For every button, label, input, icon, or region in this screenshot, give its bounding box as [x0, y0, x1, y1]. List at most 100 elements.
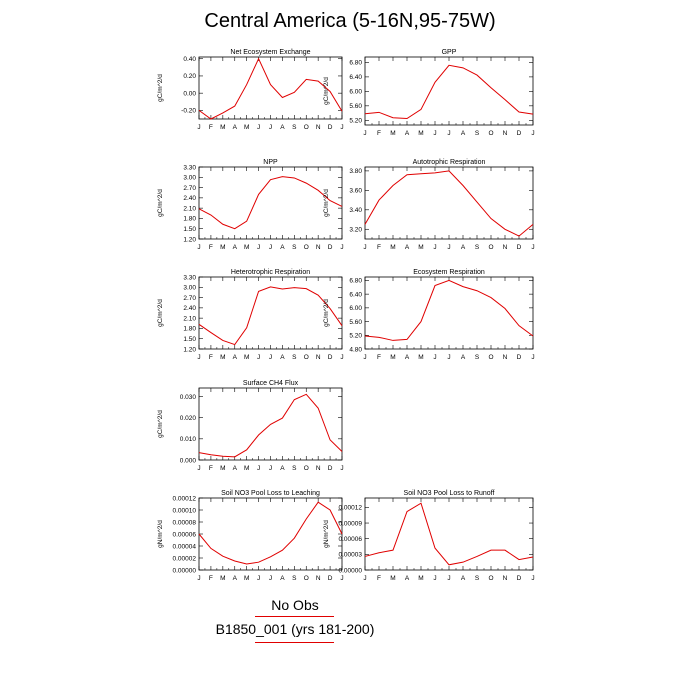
y-axis-label: gC/m^2/d: [157, 189, 164, 217]
x-tick-label: N: [503, 575, 508, 582]
x-tick-label: J: [531, 130, 534, 137]
chart-title: Soil NO3 Pool Loss to Leaching: [221, 490, 320, 497]
y-tick-label: 3.00: [183, 175, 196, 182]
y-tick-label: 3.80: [349, 168, 362, 175]
legend-no-obs-label: No Obs: [271, 597, 319, 613]
x-tick-label: J: [197, 465, 200, 472]
series-line: [198, 176, 343, 230]
y-tick-label: 6.40: [349, 74, 362, 81]
x-tick-label: S: [292, 124, 297, 131]
x-tick-label: S: [475, 130, 480, 137]
y-tick-label: 6.00: [349, 305, 362, 312]
x-tick-label: F: [209, 575, 213, 582]
x-tick-label: A: [233, 575, 238, 582]
plot-frame: [198, 166, 343, 240]
x-tick-label: J: [197, 354, 200, 361]
y-tick-label: -0.20: [181, 108, 196, 115]
series-line: [198, 286, 343, 346]
y-axis-label: gC/m^2/d: [157, 299, 164, 327]
chart-panel-4: Autotrophic Respiration gC/m^2/d J F M A M J J A S…: [323, 159, 535, 251]
page-title: Central America (5-16N,95-75W): [204, 10, 496, 32]
x-tick-label: A: [461, 354, 466, 361]
x-tick-label: O: [304, 575, 309, 582]
y-tick-label: 0.00010: [173, 507, 197, 514]
x-tick-label: J: [447, 354, 450, 361]
x-tick-label: A: [461, 575, 466, 582]
x-tick-label: A: [461, 244, 466, 251]
x-tick-label: S: [292, 575, 297, 582]
x-tick-label: D: [517, 354, 522, 361]
y-tick-label: 3.30: [183, 274, 196, 281]
plot-frame: [198, 56, 343, 120]
x-tick-label: S: [475, 354, 480, 361]
y-tick-label: 0.00012: [339, 505, 363, 512]
x-tick-label: M: [244, 575, 249, 582]
x-tick-label: J: [257, 124, 260, 131]
chart-title: Ecosystem Respiration: [413, 269, 485, 276]
y-tick-label: 1.80: [183, 216, 196, 223]
x-tick-label: J: [269, 575, 272, 582]
y-tick-label: 5.60: [349, 103, 362, 110]
x-tick-label: J: [433, 130, 436, 137]
y-tick-label: 2.10: [183, 315, 196, 322]
x-tick-label: J: [340, 465, 343, 472]
chart-title: Autotrophic Respiration: [413, 159, 486, 166]
x-tick-label: A: [461, 130, 466, 137]
x-tick-label: M: [244, 465, 249, 472]
x-tick-label: S: [475, 575, 480, 582]
y-tick-label: 4.80: [349, 346, 362, 353]
series-line: [198, 57, 343, 120]
x-tick-label: N: [316, 575, 321, 582]
x-tick-label: N: [503, 244, 508, 251]
x-tick-label: J: [269, 354, 272, 361]
x-tick-label: F: [377, 354, 381, 361]
x-tick-label: J: [257, 244, 260, 251]
x-tick-label: A: [280, 354, 285, 361]
x-tick-label: A: [233, 244, 238, 251]
series-line: [364, 502, 534, 566]
x-tick-label: F: [377, 244, 381, 251]
chart-title: GPP: [442, 49, 457, 56]
y-axis-label: gC/m^2/d: [323, 299, 330, 327]
x-tick-label: D: [517, 130, 522, 137]
x-tick-label: N: [316, 244, 321, 251]
x-tick-label: J: [340, 244, 343, 251]
y-tick-label: 1.20: [183, 346, 196, 353]
x-tick-label: J: [531, 244, 534, 251]
series-line: [198, 501, 343, 565]
series-line: [364, 64, 534, 119]
y-tick-label: 6.80: [349, 60, 362, 67]
x-tick-label: M: [220, 354, 225, 361]
chart-title: NPP: [263, 159, 278, 166]
y-tick-label: 0.000: [180, 457, 197, 464]
x-tick-label: S: [292, 465, 297, 472]
x-tick-label: D: [328, 575, 333, 582]
y-axis-label: gC/m^2/d: [157, 74, 164, 102]
x-tick-label: J: [340, 124, 343, 131]
x-tick-label: N: [316, 354, 321, 361]
y-tick-label: 5.20: [349, 333, 362, 340]
legend-model-line: [255, 642, 334, 643]
x-tick-label: A: [405, 244, 410, 251]
y-axis-label: gN/m^2/d: [323, 520, 330, 548]
x-tick-label: J: [433, 575, 436, 582]
y-tick-label: 5.60: [349, 319, 362, 326]
x-tick-label: M: [244, 354, 249, 361]
x-tick-label: J: [531, 575, 534, 582]
x-tick-label: O: [304, 354, 309, 361]
x-tick-label: J: [197, 575, 200, 582]
x-tick-label: J: [363, 130, 366, 137]
plot-frame: [364, 276, 534, 350]
x-tick-label: N: [316, 465, 321, 472]
x-tick-label: J: [340, 575, 343, 582]
x-tick-label: F: [209, 244, 213, 251]
y-tick-label: 0.20: [183, 73, 196, 80]
x-tick-label: J: [531, 354, 534, 361]
y-tick-label: 3.40: [349, 207, 362, 214]
y-tick-label: 1.50: [183, 226, 196, 233]
y-tick-label: 1.80: [183, 326, 196, 333]
x-tick-label: F: [209, 124, 213, 131]
